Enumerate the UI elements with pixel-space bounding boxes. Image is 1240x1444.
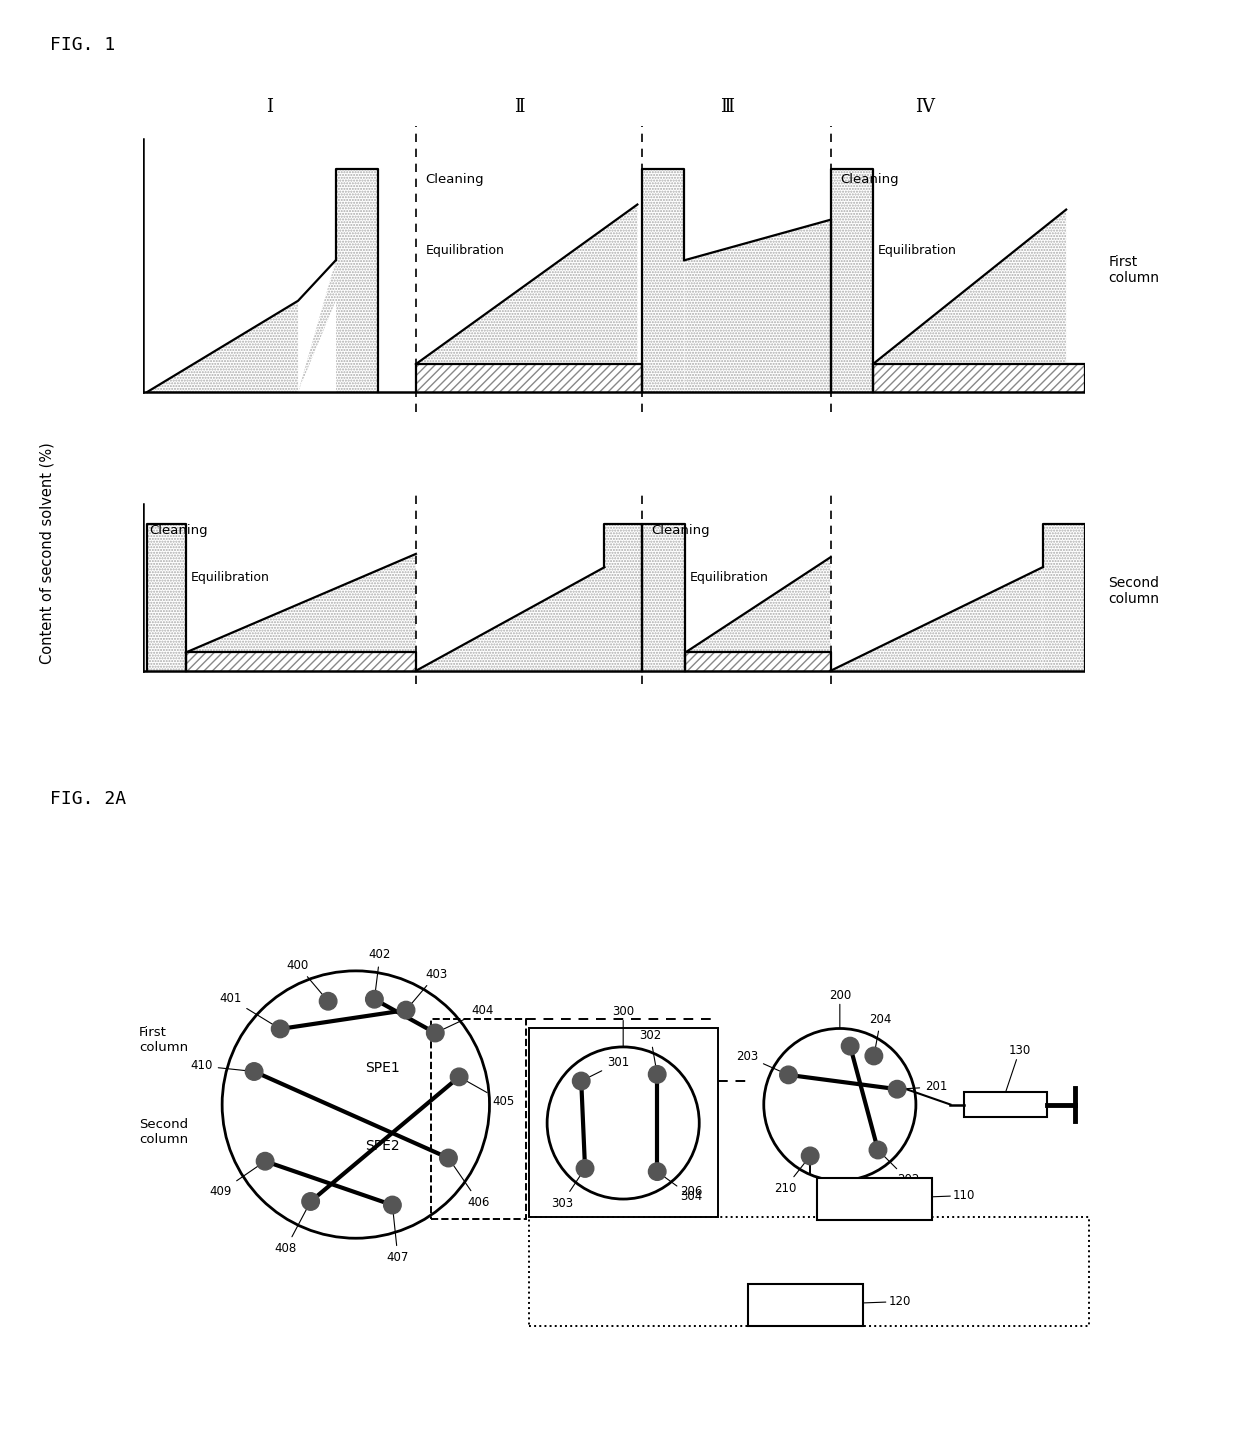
- Polygon shape: [873, 209, 1066, 364]
- Circle shape: [366, 991, 383, 1008]
- Text: Second
column: Second column: [139, 1118, 188, 1147]
- Text: Cleaning: Cleaning: [425, 173, 484, 186]
- Circle shape: [257, 1152, 274, 1170]
- Text: 403: 403: [405, 967, 448, 1011]
- Bar: [528, 1028, 718, 1217]
- Polygon shape: [415, 364, 642, 391]
- Circle shape: [649, 1162, 666, 1180]
- Text: 130: 130: [1006, 1044, 1030, 1092]
- Circle shape: [573, 1073, 590, 1090]
- Text: 408: 408: [274, 1201, 311, 1255]
- Text: 300: 300: [613, 1005, 634, 1047]
- Text: Second
column: Second column: [1109, 576, 1159, 605]
- Polygon shape: [686, 653, 831, 671]
- Text: 202: 202: [878, 1149, 919, 1187]
- Polygon shape: [336, 169, 378, 391]
- Text: Equilibration: Equilibration: [878, 244, 956, 257]
- Text: Content of second solvent (%): Content of second solvent (%): [40, 442, 55, 664]
- Polygon shape: [604, 524, 642, 671]
- Text: 203: 203: [735, 1050, 789, 1074]
- Text: 302: 302: [639, 1028, 661, 1074]
- Bar: [430, 1019, 526, 1219]
- Text: 404: 404: [435, 1005, 494, 1032]
- Circle shape: [246, 1063, 263, 1080]
- Circle shape: [577, 1160, 594, 1177]
- Text: Ⅱ: Ⅱ: [515, 98, 525, 116]
- Text: 205: 205: [817, 1183, 839, 1196]
- Polygon shape: [148, 524, 186, 671]
- Text: Cleaning: Cleaning: [651, 524, 711, 537]
- Text: 409: 409: [210, 1161, 265, 1199]
- Polygon shape: [298, 260, 336, 391]
- Text: 110: 110: [874, 1188, 976, 1201]
- Polygon shape: [831, 169, 873, 391]
- Text: 204: 204: [869, 1012, 892, 1056]
- Polygon shape: [415, 205, 637, 364]
- Circle shape: [842, 1037, 859, 1056]
- Circle shape: [427, 1024, 444, 1041]
- Circle shape: [450, 1069, 467, 1086]
- Circle shape: [301, 1193, 320, 1210]
- Text: 303: 303: [551, 1168, 585, 1210]
- Text: 120: 120: [805, 1295, 911, 1308]
- Text: Cleaning: Cleaning: [149, 524, 208, 537]
- Polygon shape: [186, 554, 415, 653]
- Text: Equilibration: Equilibration: [191, 570, 269, 583]
- Text: FIG. 2A: FIG. 2A: [50, 790, 125, 807]
- Polygon shape: [686, 557, 831, 653]
- Polygon shape: [186, 653, 415, 671]
- Text: FIG. 1: FIG. 1: [50, 36, 115, 53]
- Text: 200: 200: [828, 989, 851, 1028]
- Polygon shape: [642, 169, 684, 391]
- Polygon shape: [831, 567, 1043, 671]
- Text: 406: 406: [449, 1158, 490, 1209]
- Circle shape: [440, 1149, 458, 1167]
- Text: First
column: First column: [1109, 256, 1159, 286]
- Text: 210: 210: [774, 1157, 810, 1194]
- Polygon shape: [873, 364, 1085, 391]
- Text: Equilibration: Equilibration: [425, 244, 505, 257]
- Text: First
column: First column: [139, 1027, 188, 1054]
- Text: Equilibration: Equilibration: [691, 570, 769, 583]
- Text: 400: 400: [286, 959, 329, 1001]
- Bar: [965, 1092, 1048, 1118]
- Text: 410: 410: [191, 1060, 254, 1073]
- Text: 201: 201: [898, 1080, 947, 1093]
- Text: I: I: [267, 98, 273, 116]
- Circle shape: [272, 1019, 289, 1038]
- Text: SPE1: SPE1: [365, 1061, 399, 1074]
- Text: 402: 402: [368, 949, 391, 999]
- Polygon shape: [415, 567, 604, 671]
- Text: 407: 407: [387, 1206, 409, 1264]
- Text: Cleaning: Cleaning: [839, 173, 899, 186]
- Circle shape: [397, 1001, 415, 1019]
- Bar: [528, 1217, 1089, 1326]
- Bar: [817, 1178, 932, 1220]
- Circle shape: [383, 1196, 402, 1214]
- Polygon shape: [642, 524, 686, 671]
- Circle shape: [888, 1080, 906, 1097]
- Circle shape: [801, 1147, 818, 1165]
- Circle shape: [866, 1047, 883, 1064]
- Text: 304: 304: [657, 1171, 703, 1203]
- Circle shape: [649, 1066, 666, 1083]
- Polygon shape: [148, 300, 298, 391]
- Circle shape: [780, 1066, 797, 1083]
- Text: 401: 401: [219, 992, 280, 1030]
- Text: 405: 405: [459, 1077, 515, 1108]
- Text: SPE2: SPE2: [365, 1139, 399, 1154]
- Text: 206: 206: [681, 1184, 703, 1197]
- Text: 301: 301: [582, 1056, 629, 1082]
- Circle shape: [320, 992, 337, 1009]
- Text: IV: IV: [915, 98, 935, 116]
- Polygon shape: [684, 219, 831, 391]
- Circle shape: [869, 1141, 887, 1158]
- Text: Ⅲ: Ⅲ: [720, 98, 734, 116]
- Polygon shape: [1043, 524, 1085, 671]
- Bar: [748, 1284, 863, 1326]
